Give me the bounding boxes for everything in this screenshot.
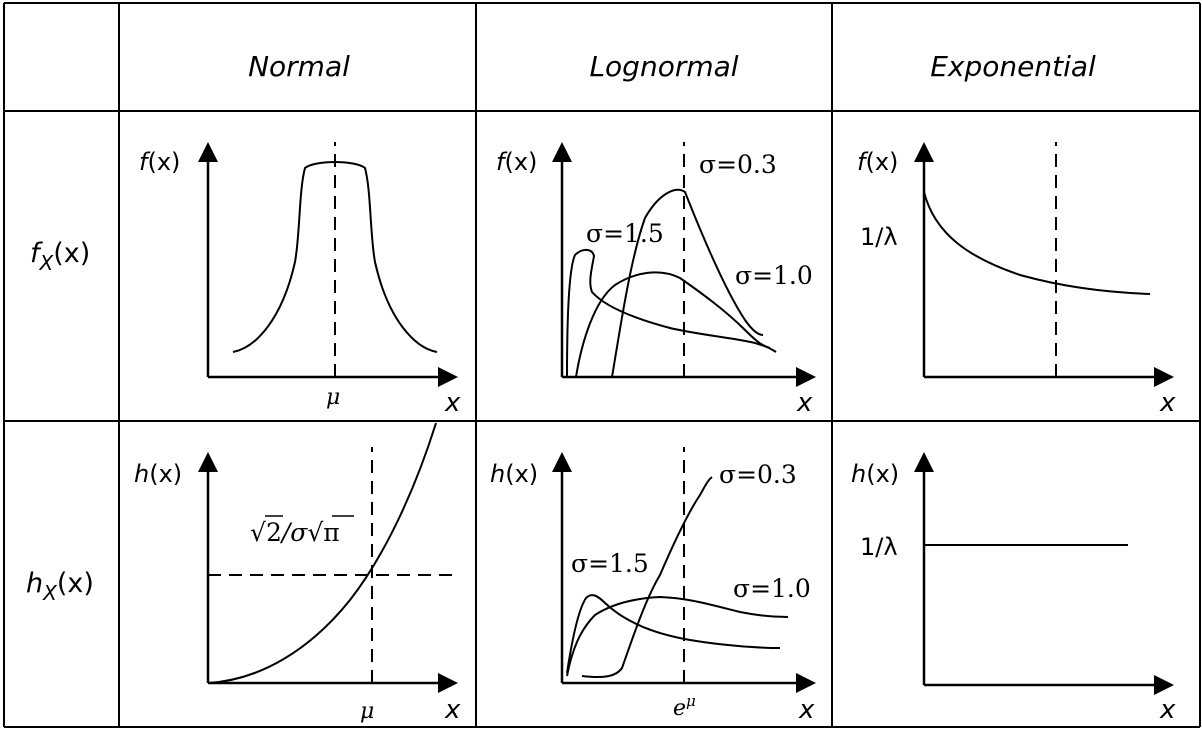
lognormal-pdf-label-sigma-1-0: σ=1.0 [735,261,813,290]
lognormal-pdf-curve-sigma-0-3 [611,188,764,378]
exponential-pdf-plot: f(x) x 1/λ [857,142,1176,418]
lognormal-pdf-axes [552,142,816,387]
lognormal-pdf-label-sigma-1-5: σ=1.5 [586,219,664,248]
svg-text:√2/σ√π: √2/σ√π [250,518,340,547]
normal-pdf-curve [232,161,438,353]
lognormal-hazard-label-sigma-0-3: σ=0.3 [719,460,797,489]
exponential-pdf-level-label: 1/λ [860,223,898,251]
lognormal-pdf-label-sigma-0-3: σ=0.3 [699,150,777,179]
normal-pdf-plot: f(x) x μ [139,142,461,418]
exponential-hazard-ylabel: h(x) [851,460,899,488]
lognormal-hazard-curve-sigma-1-0 [566,595,789,677]
lognormal-hazard-xlabel: x [798,695,815,725]
normal-hazard-axes [198,452,458,693]
lognormal-hazard-plot: h(x) x eμ σ=0.3 σ=1.5 σ=1.0 [490,447,816,725]
lognormal-hazard-median-tick: eμ [673,692,696,721]
normal-hazard-curve [207,422,437,684]
lognormal-pdf-curve-sigma-1-5 [566,248,777,378]
lognormal-hazard-ylabel: h(x) [490,460,538,488]
row-label-hazard: hX(x) [26,568,94,605]
row-label-pdf: fX(x) [30,238,90,275]
lognormal-pdf-plot: f(x) x σ=0.3 σ=1.5 σ=1.0 [496,142,816,418]
table-grid [3,2,1201,728]
exponential-hazard-plot: h(x) x 1/λ [851,452,1176,725]
column-header-lognormal: Lognormal [589,50,738,83]
normal-pdf-mean-tick: μ [326,385,340,410]
lognormal-pdf-curve-sigma-1-0 [575,271,771,378]
exponential-hazard-axes [914,452,1174,695]
normal-hazard-xlabel: x [444,695,461,725]
exponential-hazard-xlabel: x [1159,695,1176,725]
lognormal-hazard-curve-sigma-1-5 [566,594,781,674]
exponential-pdf-ylabel: f(x) [857,148,898,176]
normal-pdf-axes [198,142,458,387]
lognormal-hazard-curve-sigma-0-3 [581,476,713,678]
column-header-exponential: Exponential [930,50,1096,83]
lognormal-hazard-axes [552,452,816,693]
lognormal-pdf-ylabel: f(x) [496,148,537,176]
exponential-pdf-xlabel: x [1159,388,1176,418]
lognormal-hazard-label-sigma-1-5: σ=1.5 [571,549,649,578]
normal-pdf-xlabel: x [444,388,461,418]
lognormal-pdf-xlabel: x [796,388,813,418]
normal-hazard-mean-tick: μ [360,699,374,724]
exponential-pdf-curve [923,191,1151,295]
normal-hazard-ylabel: h(x) [134,460,182,488]
normal-hazard-plot: h(x) x μ √2/σ√π [134,422,461,725]
normal-pdf-ylabel: f(x) [139,148,180,176]
column-header-normal: Normal [248,50,350,83]
exponential-hazard-level-label: 1/λ [860,533,898,561]
exponential-pdf-axes [914,142,1174,387]
lognormal-hazard-label-sigma-1-0: σ=1.0 [733,574,811,603]
normal-hazard-level-label: √2/σ√π [250,515,354,547]
